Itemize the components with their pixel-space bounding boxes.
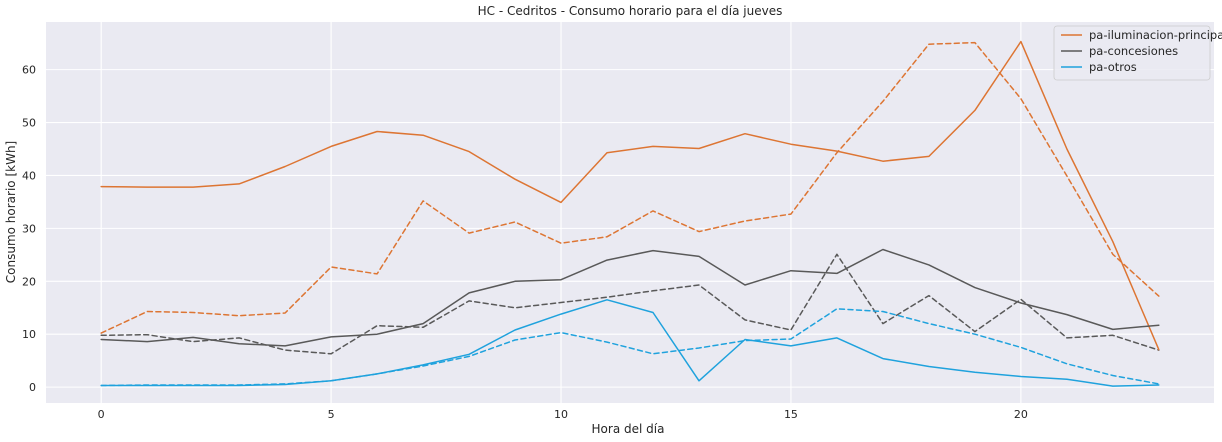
y-tick-label: 50 (22, 117, 36, 130)
series-6-dashed-line (100, 308, 1160, 387)
y-tick-label: 30 (22, 222, 36, 235)
legend-label: pa-otros (1089, 60, 1137, 74)
y-axis-label: Consumo horario [kWh] (4, 141, 18, 283)
series-5-dashed-line (100, 253, 1160, 355)
x-tick-label: 20 (1014, 408, 1028, 421)
legend-label: pa-iluminacion-principal (1089, 28, 1222, 42)
x-tick-label: 5 (328, 408, 335, 421)
x-tick-label: 15 (784, 408, 798, 421)
y-tick-label: 40 (22, 169, 36, 182)
y-tick-labels: 0 10 20 30 40 50 60 (22, 64, 36, 395)
chart-title: HC - Cedritos - Consumo horario para el … (478, 4, 783, 18)
pa-concesiones-line (100, 248, 1160, 347)
y-tick-label: 0 (29, 381, 36, 394)
x-tick-label: 10 (554, 408, 568, 421)
y-tick-label: 10 (22, 328, 36, 341)
plot-background (46, 22, 1214, 403)
series-layer (100, 40, 1160, 387)
legend-label: pa-concesiones (1089, 44, 1178, 58)
y-tick-label: 20 (22, 275, 36, 288)
x-axis-label: Hora del día (592, 422, 665, 436)
grid (46, 22, 1214, 403)
series-4-dashed-line (100, 41, 1160, 334)
x-tick-labels: 0 5 10 15 20 (98, 408, 1028, 421)
legend: pa-iluminacion-principal pa-concesiones pa… (1053, 25, 1222, 81)
pa-iluminacion-principal-line (100, 40, 1160, 351)
x-tick-label: 0 (98, 408, 105, 421)
legend-box (1053, 25, 1211, 81)
y-tick-label: 60 (22, 64, 36, 77)
pa-otros-line (100, 299, 1160, 387)
